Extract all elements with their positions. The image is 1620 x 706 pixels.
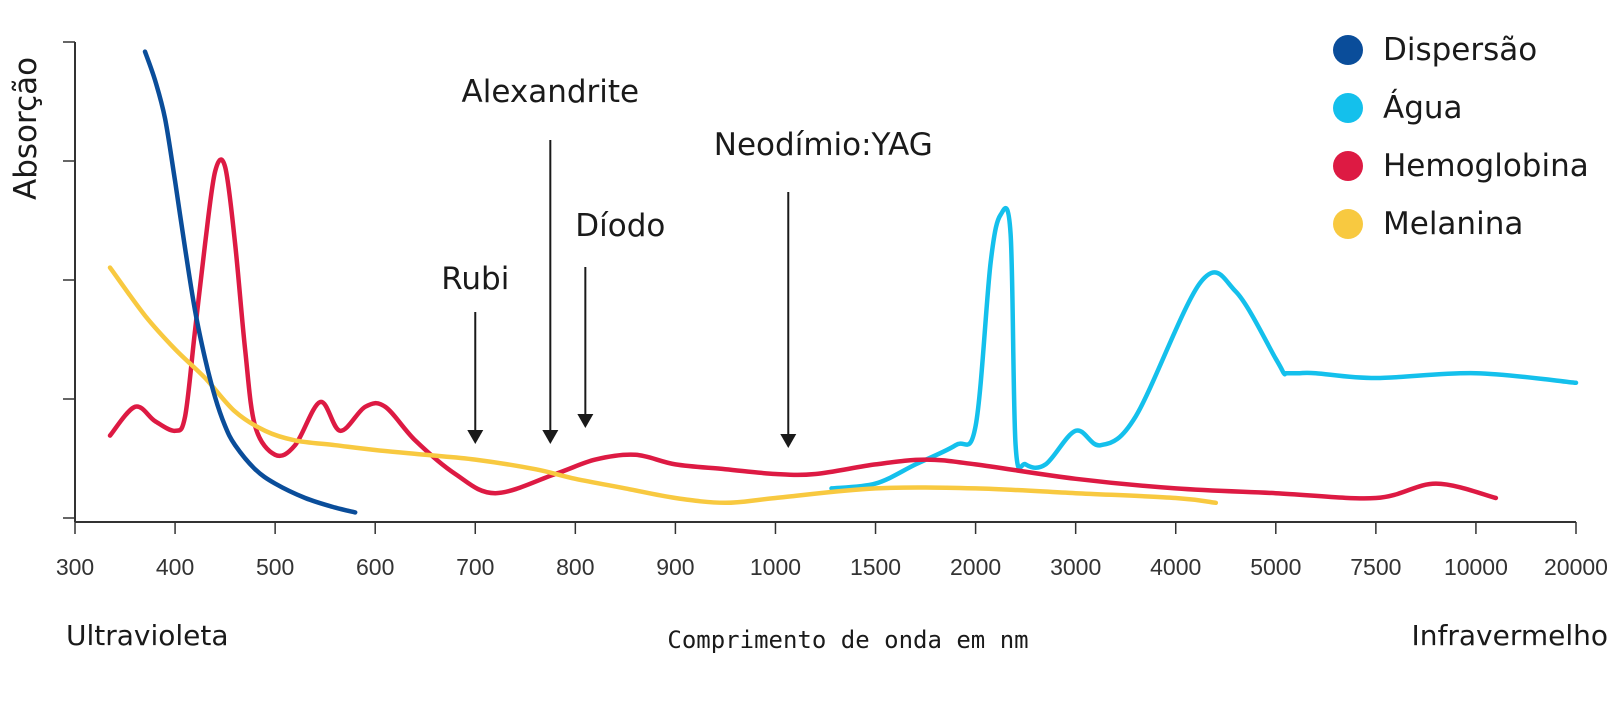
arrow-head	[780, 434, 797, 448]
x-tick-label: 700	[456, 554, 494, 580]
annotation-label: Díodo	[575, 208, 665, 244]
x-tick-label: 4000	[1150, 554, 1201, 580]
x-left-label: Ultravioleta	[66, 619, 229, 652]
y-axis-label: Absorção	[8, 57, 44, 200]
x-tick-label: 600	[356, 554, 394, 580]
legend-marker	[1333, 209, 1363, 239]
legend-marker	[1333, 93, 1363, 123]
series-line-1	[142, 49, 358, 515]
x-tick-label: 20000	[1544, 554, 1608, 580]
x-tick-label: 300	[56, 554, 94, 580]
legend-label: Melanina	[1383, 206, 1523, 242]
annotation-label: Neodímio:YAG	[714, 127, 933, 163]
x-tick-label: 10000	[1444, 554, 1508, 580]
arrow-head	[467, 430, 484, 444]
x-tick-label: 5000	[1250, 554, 1301, 580]
annotation-label: Alexandrite	[462, 74, 640, 110]
legend-label: Água	[1383, 90, 1463, 126]
x-tick-label: 900	[656, 554, 694, 580]
legend-marker	[1333, 151, 1363, 181]
legend-marker	[1333, 35, 1363, 65]
y-axis-ticks	[63, 41, 75, 519]
x-axis-label: Comprimento de onda em nm	[667, 626, 1028, 654]
series-line-3	[107, 157, 1499, 501]
arrow-head	[577, 414, 594, 428]
x-tick-label: 500	[256, 554, 294, 580]
x-tick-label: 7500	[1350, 554, 1401, 580]
arrow-head	[542, 430, 559, 444]
series-line-4	[107, 265, 1219, 506]
x-tick-label: 1500	[850, 554, 901, 580]
legend-label: Dispersão	[1383, 32, 1537, 68]
x-tick-label: 800	[556, 554, 594, 580]
x-right-label: Infravermelho	[1411, 619, 1608, 652]
annotation-label: Rubi	[441, 261, 509, 297]
series-line-2	[829, 205, 1579, 491]
x-tick-label: 400	[156, 554, 194, 580]
x-axis-ticks: 300 400 500 600 700 800 900 1000 1500 2000 3000 400…	[56, 522, 1608, 580]
legend: Dispersão Água Hemoglobina Melanina	[1333, 32, 1589, 242]
x-tick-label: 3000	[1050, 554, 1101, 580]
x-tick-label: 1000	[750, 554, 801, 580]
laser-annotations: Rubi Alexandrite Díodo Neodímio:YAG	[441, 74, 933, 448]
x-tick-label: 2000	[950, 554, 1001, 580]
legend-label: Hemoglobina	[1383, 148, 1589, 184]
series-lines	[107, 49, 1579, 515]
